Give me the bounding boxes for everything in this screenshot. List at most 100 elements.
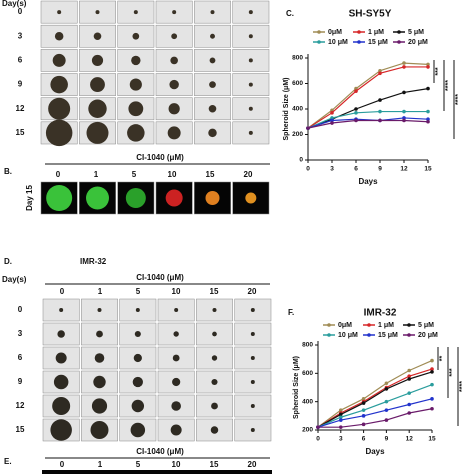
legend-dot xyxy=(407,333,411,337)
series-line xyxy=(317,398,433,428)
series-line xyxy=(307,62,429,129)
spheroid xyxy=(133,10,138,15)
spheroid xyxy=(212,331,217,337)
legend-dot xyxy=(367,333,371,337)
spheroid xyxy=(132,376,143,388)
row-label: 3 xyxy=(18,31,23,40)
point xyxy=(384,408,389,412)
spheroid xyxy=(59,308,64,312)
point xyxy=(378,68,382,73)
spheroid xyxy=(133,353,142,363)
legend-label: 0μM xyxy=(338,322,352,329)
series-line xyxy=(317,371,433,428)
series-line xyxy=(317,384,433,428)
col-label: 10 xyxy=(172,287,181,296)
spheroid xyxy=(170,424,182,436)
row-label: 15 xyxy=(16,425,25,434)
spheroid xyxy=(134,330,141,338)
spheroid xyxy=(168,103,180,115)
spheroid xyxy=(167,126,181,140)
spheroid xyxy=(131,55,141,66)
point xyxy=(402,109,406,114)
point xyxy=(402,65,406,69)
x-tick-label: 9 xyxy=(385,436,389,443)
col-label: 0 xyxy=(56,170,61,179)
point xyxy=(426,119,430,124)
spheroid xyxy=(248,58,253,63)
point xyxy=(407,391,412,395)
x-tick-label: 6 xyxy=(362,436,366,443)
point xyxy=(430,397,434,401)
legend-label: 1 μM xyxy=(368,29,384,36)
y-tick-label: 800 xyxy=(292,55,303,62)
series-line xyxy=(307,110,428,129)
spheroid xyxy=(205,191,220,205)
spheroid xyxy=(211,402,218,410)
point xyxy=(316,425,320,429)
point xyxy=(426,109,430,114)
col-label: 20 xyxy=(248,460,257,469)
spheroid xyxy=(88,99,107,118)
x-tick-label: 15 xyxy=(424,166,432,173)
point xyxy=(430,358,434,363)
sig-label: **** xyxy=(455,94,462,105)
spheroid xyxy=(250,428,255,432)
spheroid xyxy=(173,331,179,337)
spheroid xyxy=(248,34,253,39)
sig-label: ** xyxy=(439,356,446,362)
col-label: 10 xyxy=(172,460,181,469)
panel-label: B. xyxy=(4,167,12,176)
series-line xyxy=(307,117,429,129)
row-label: 3 xyxy=(18,329,23,338)
spheroid xyxy=(172,354,180,362)
col-label: 5 xyxy=(136,460,141,469)
spheroid xyxy=(91,398,108,414)
image-strip xyxy=(42,470,272,474)
series-line xyxy=(307,66,428,129)
spheroid xyxy=(210,10,215,15)
point xyxy=(354,89,358,93)
spheroid xyxy=(52,53,66,67)
series-line xyxy=(307,88,429,129)
spheroid xyxy=(248,106,253,111)
spheroid xyxy=(86,186,109,210)
point xyxy=(384,381,389,386)
panel-label: C. xyxy=(286,9,294,18)
point xyxy=(330,118,334,123)
point xyxy=(402,90,406,95)
row-label: 0 xyxy=(18,305,23,314)
x-tick-label: 12 xyxy=(400,166,408,173)
point xyxy=(430,406,434,411)
row-label: Day 15 xyxy=(25,185,34,211)
spheroid xyxy=(170,56,178,65)
spheroid xyxy=(172,377,181,387)
legend-label: 20 μM xyxy=(408,39,428,46)
legend-dot xyxy=(327,333,331,337)
spheroid xyxy=(128,101,144,117)
spheroid xyxy=(94,353,105,363)
row-label: 0 xyxy=(18,7,23,16)
y-tick-label: 400 xyxy=(302,398,313,405)
point xyxy=(402,61,406,65)
spheroid xyxy=(212,308,217,312)
y-tick-label: 600 xyxy=(302,370,313,377)
point xyxy=(378,118,382,123)
legend-dot xyxy=(397,30,401,34)
x-axis-label: Days xyxy=(358,177,378,186)
sig-label: **** xyxy=(459,381,466,392)
y-tick-label: 200 xyxy=(292,131,303,138)
spheroid xyxy=(209,57,216,64)
point xyxy=(384,418,389,422)
point xyxy=(384,387,389,391)
point xyxy=(306,126,310,130)
row-label: 6 xyxy=(18,56,23,65)
panel-label: D. xyxy=(4,257,12,266)
spheroid xyxy=(127,124,145,142)
point xyxy=(407,402,412,407)
spheroid xyxy=(129,78,142,91)
spheroid xyxy=(93,32,102,41)
spheroid xyxy=(250,308,255,312)
spheroid xyxy=(211,378,218,386)
chart-title: IMR-32 xyxy=(364,308,397,319)
